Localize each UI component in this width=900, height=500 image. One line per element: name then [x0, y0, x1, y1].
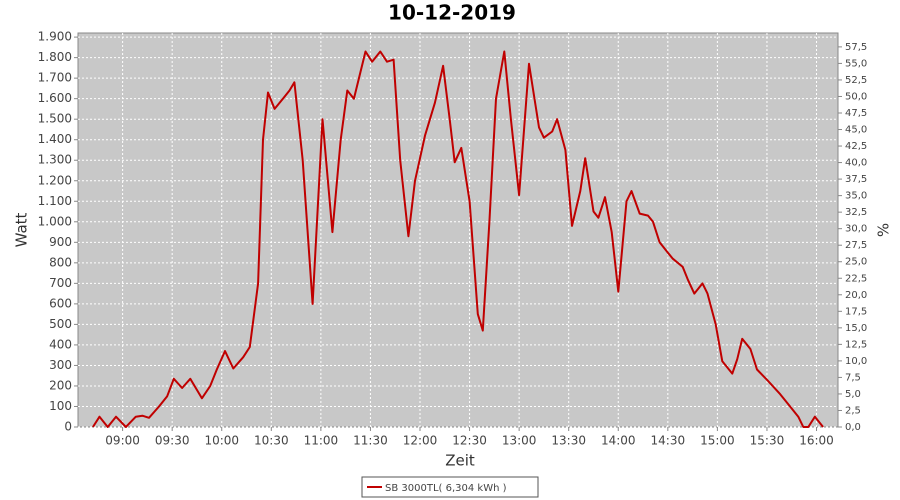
x-tick-label: 10:00 [204, 434, 239, 448]
x-axis-title: Zeit [445, 452, 475, 470]
y2-tick-label: 10,0 [845, 356, 867, 367]
x-tick-label: 10:30 [254, 434, 289, 448]
y2-tick-label: 2,5 [845, 405, 861, 416]
y2-tick-label: 40,0 [845, 158, 867, 169]
y2-tick-label: 7,5 [845, 372, 861, 383]
y-tick-label: 800 [49, 255, 72, 269]
x-tick-label: 09:30 [155, 434, 190, 448]
x-tick-label: 12:00 [403, 434, 438, 448]
y2-tick-label: 22,5 [845, 273, 867, 284]
x-tick-label: 11:00 [304, 434, 339, 448]
x-tick-label: 14:30 [651, 434, 686, 448]
y2-tick-label: 37,5 [845, 174, 867, 185]
x-tick-label: 09:00 [105, 434, 140, 448]
x-tick-label: 15:00 [700, 434, 735, 448]
y-tick-label: 900 [49, 235, 72, 249]
y-tick-label: 700 [49, 276, 72, 290]
y-tick-label: 300 [49, 358, 72, 372]
y-tick-label: 500 [49, 317, 72, 331]
y-tick-label: 1.300 [38, 153, 72, 167]
x-tick-label: 13:30 [551, 434, 586, 448]
y2-tick-label: 0,0 [845, 422, 861, 433]
y2-tick-label: 32,5 [845, 207, 867, 218]
y2-tick-label: 25,0 [845, 257, 867, 268]
y2-tick-label: 5,0 [845, 389, 861, 400]
y-tick-label: 200 [49, 378, 72, 392]
y2-tick-label: 50,0 [845, 91, 867, 102]
x-tick-label: 15:30 [750, 434, 785, 448]
y-tick-label: 0 [64, 420, 72, 434]
y2-tick-label: 35,0 [845, 191, 867, 202]
y-tick-label: 600 [49, 296, 72, 310]
legend-box [361, 476, 539, 498]
y2-tick-label: 15,0 [845, 323, 867, 334]
y2-tick-label: 45,0 [845, 125, 867, 136]
y2-tick-label: 17,5 [845, 306, 867, 317]
legend-label: SB 3000TL( 6,304 kWh ) [385, 483, 507, 494]
y2-tick-label: 42,5 [845, 141, 867, 152]
y-tick-label: 1.500 [38, 112, 72, 126]
y-tick-label: 1.400 [38, 132, 72, 146]
y2-tick-label: 57,5 [845, 42, 867, 53]
y2-axis-title: % [875, 223, 893, 237]
y-axis-title: Watt [13, 212, 31, 247]
y-tick-label: 1.900 [38, 30, 72, 44]
chart-title: 10-12-2019 [388, 1, 516, 25]
y2-tick-label: 52,5 [845, 75, 867, 86]
x-tick-label: 16:00 [799, 434, 834, 448]
legend: SB 3000TL( 6,304 kWh ) [361, 476, 539, 498]
data-line [92, 50, 824, 428]
y-tick-label: 100 [49, 399, 72, 413]
x-tick-label: 13:00 [502, 434, 537, 448]
y2-tick-label: 47,5 [845, 108, 867, 119]
y-tick-label: 400 [49, 337, 72, 351]
y2-tick-label: 30,0 [845, 224, 867, 235]
plot-area [77, 32, 839, 428]
y-tick-label: 1.100 [38, 194, 72, 208]
y2-tick-label: 55,0 [845, 58, 867, 69]
x-tick-label: 14:00 [601, 434, 636, 448]
y2-tick-label: 12,5 [845, 339, 867, 350]
y-tick-label: 1.800 [38, 50, 72, 64]
x-tick-label: 11:30 [353, 434, 388, 448]
y2-tick-label: 20,0 [845, 290, 867, 301]
y-tick-label: 1.600 [38, 91, 72, 105]
y-tick-label: 1.200 [38, 173, 72, 187]
x-tick-label: 12:30 [452, 434, 487, 448]
y2-tick-label: 27,5 [845, 240, 867, 251]
y-tick-label: 1.700 [38, 71, 72, 85]
y-tick-label: 1.000 [38, 214, 72, 228]
